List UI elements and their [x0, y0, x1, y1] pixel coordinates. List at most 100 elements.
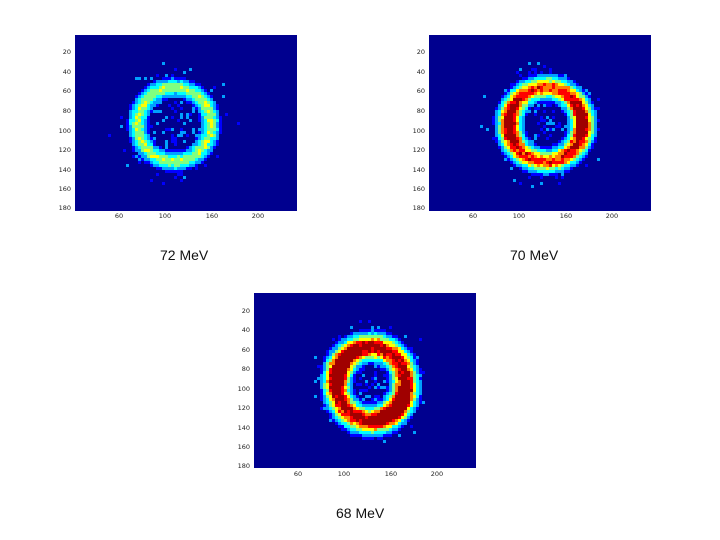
- heat-cell: [180, 107, 183, 110]
- heat-cell: [156, 167, 159, 170]
- heat-cell: [207, 95, 210, 98]
- heat-cell: [392, 383, 395, 386]
- heat-cell: [525, 137, 528, 140]
- heat-cell: [335, 356, 338, 359]
- heat-cell: [498, 110, 501, 113]
- heat-cell: [579, 101, 582, 104]
- heat-cell: [507, 122, 510, 125]
- heat-cell: [564, 152, 567, 155]
- heat-cell: [347, 356, 350, 359]
- heat-cell: [516, 131, 519, 134]
- heat-cell: [522, 134, 525, 137]
- heat-cell: [347, 338, 350, 341]
- heat-cell: [528, 140, 531, 143]
- heat-cell: [576, 143, 579, 146]
- heat-cell: [513, 146, 516, 149]
- heat-cell: [362, 368, 365, 371]
- heat-cell: [410, 350, 413, 353]
- heat-cell: [129, 125, 132, 128]
- heat-cell: [398, 374, 401, 377]
- heat-cell: [534, 167, 537, 170]
- heat-cell: [386, 398, 389, 401]
- heat-cell: [365, 425, 368, 428]
- heat-cell: [335, 422, 338, 425]
- heat-cell: [320, 368, 323, 371]
- heat-cell: [353, 371, 356, 374]
- heat-cell: [147, 158, 150, 161]
- heat-cell: [561, 98, 564, 101]
- heat-cell: [326, 404, 329, 407]
- heat-cell: [359, 434, 362, 437]
- heat-cell: [507, 149, 510, 152]
- heat-cell: [392, 419, 395, 422]
- heat-cell: [498, 104, 501, 107]
- heat-cell: [380, 386, 383, 389]
- heat-cell: [528, 149, 531, 152]
- heat-cell: [585, 164, 588, 167]
- heat-cell: [395, 386, 398, 389]
- heat-cell: [135, 125, 138, 128]
- heat-cell: [165, 77, 168, 80]
- heat-cell: [567, 77, 570, 80]
- heat-cell: [377, 413, 380, 416]
- heat-cell: [567, 155, 570, 158]
- heat-cell: [513, 125, 516, 128]
- heat-cell: [344, 347, 347, 350]
- heat-cell: [525, 77, 528, 80]
- heat-cell: [353, 350, 356, 353]
- heat-cell: [377, 386, 380, 389]
- heat-cell: [579, 98, 582, 101]
- heat-cell: [573, 152, 576, 155]
- heat-cell: [150, 89, 153, 92]
- heat-cell: [510, 167, 513, 170]
- heat-cell: [386, 416, 389, 419]
- heat-cell: [510, 137, 513, 140]
- heat-cell: [368, 338, 371, 341]
- heat-cell: [368, 413, 371, 416]
- heat-cell: [585, 110, 588, 113]
- heat-cell: [410, 371, 413, 374]
- heat-cell: [353, 341, 356, 344]
- heat-cell: [410, 404, 413, 407]
- heat-cell: [162, 89, 165, 92]
- heat-cell: [350, 374, 353, 377]
- heat-cell: [386, 359, 389, 362]
- heat-cell: [585, 107, 588, 110]
- heat-cell: [507, 113, 510, 116]
- heat-cell: [516, 89, 519, 92]
- heat-cell: [579, 113, 582, 116]
- heat-cell: [195, 95, 198, 98]
- heat-cell: [561, 143, 564, 146]
- heat-cell: [582, 152, 585, 155]
- heat-cell: [159, 80, 162, 83]
- heat-cell: [540, 86, 543, 89]
- heat-cell: [389, 344, 392, 347]
- heat-cell: [507, 95, 510, 98]
- heat-cell: [564, 164, 567, 167]
- heat-cell: [570, 107, 573, 110]
- heat-cell: [356, 416, 359, 419]
- heat-cell: [546, 98, 549, 101]
- heat-cell: [204, 95, 207, 98]
- heat-cell: [341, 356, 344, 359]
- heat-cell: [132, 128, 135, 131]
- heat-cell: [341, 350, 344, 353]
- heat-cell: [195, 152, 198, 155]
- heat-cell: [225, 113, 228, 116]
- heat-cell: [413, 362, 416, 365]
- heat-cell: [573, 158, 576, 161]
- heat-cell: [516, 86, 519, 89]
- heat-cell: [344, 365, 347, 368]
- heat-cell: [546, 83, 549, 86]
- heat-cell: [561, 104, 564, 107]
- heat-cell: [389, 359, 392, 362]
- heat-cell: [504, 155, 507, 158]
- heat-cell: [162, 167, 165, 170]
- heat-cell: [195, 98, 198, 101]
- heat-cell: [362, 404, 365, 407]
- heat-cell: [201, 143, 204, 146]
- heat-cell: [210, 143, 213, 146]
- heat-cell: [204, 107, 207, 110]
- heat-cell: [570, 80, 573, 83]
- heat-cell: [555, 143, 558, 146]
